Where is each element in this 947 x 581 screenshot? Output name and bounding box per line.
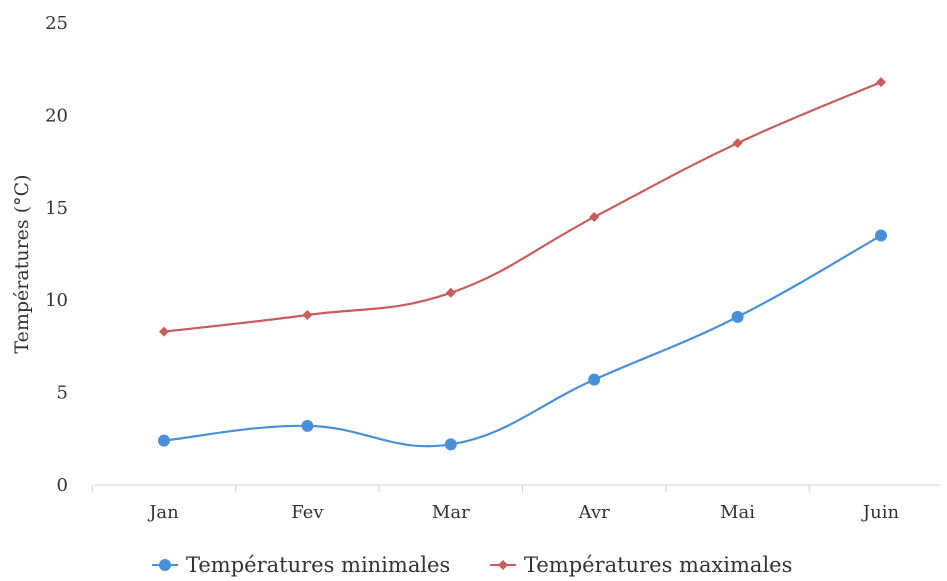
data-point [732,138,743,149]
x-tick-label: Juin [861,502,900,523]
data-point [731,310,744,323]
legend: Températures minimales Températures maxim… [152,553,792,577]
series-layer [158,77,887,451]
y-tick-label: 15 [45,198,68,219]
legend-label: Températures maximales [524,553,792,577]
x-tick-label: Mai [720,502,755,523]
legend-swatch-marker [159,559,171,571]
series-min [158,229,887,451]
x-axis-tick-marks [91,485,810,492]
legend-item: Températures minimales [152,553,450,577]
legend-label: Températures minimales [186,553,450,577]
x-axis-ticks: Jan Fev Mar Avr Mai Juin [147,502,899,523]
legend-swatch-marker [498,560,508,570]
x-tick-label: Avr [578,502,610,523]
y-axis-title: Températures (°C) [11,174,33,353]
data-point [301,419,314,432]
legend-item: Températures maximales [490,553,792,577]
series-max [159,77,886,337]
data-point [444,438,457,451]
x-tick-label: Fev [291,502,324,523]
x-tick-label: Mar [432,502,470,523]
data-point [876,77,886,88]
data-point [589,212,600,223]
data-point [588,373,601,386]
y-axis-ticks: 0 5 10 15 20 25 [45,13,68,496]
series-line [163,234,882,448]
x-tick-label: Jan [147,502,179,523]
data-point [875,229,887,242]
y-tick-label: 5 [57,383,68,404]
data-point [445,287,456,298]
y-tick-label: 25 [45,13,68,34]
series-line [163,81,882,333]
y-tick-label: 0 [57,475,68,496]
data-point [159,326,169,337]
y-tick-label: 10 [45,290,68,311]
data-point [302,309,313,320]
y-tick-label: 20 [45,105,68,126]
data-point [158,434,170,447]
